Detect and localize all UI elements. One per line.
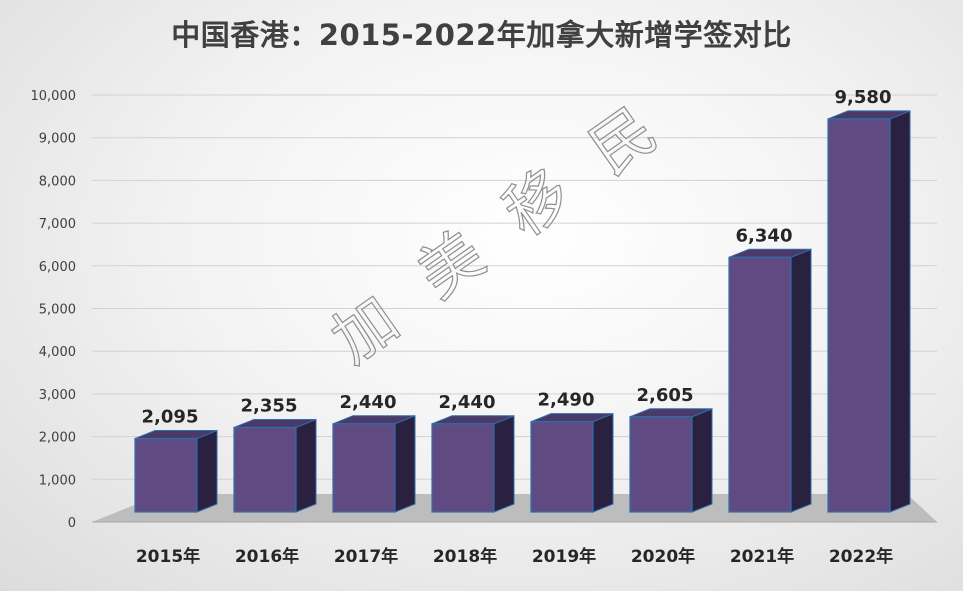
bar <box>332 423 396 513</box>
y-tick-label: 4,000 <box>39 345 76 360</box>
data-label: 2,490 <box>538 390 595 411</box>
y-tick-label: 9,000 <box>39 132 76 147</box>
bar <box>233 426 297 513</box>
bar-side <box>196 429 218 513</box>
y-tick-label: 10,000 <box>31 89 77 104</box>
y-tick-label: 5,000 <box>39 303 76 318</box>
watermark-char: 加 <box>319 282 412 377</box>
watermark-char: 移 <box>491 155 584 250</box>
data-label: 2,095 <box>142 407 199 428</box>
bar <box>827 118 891 513</box>
y-tick-label: 0 <box>68 516 76 531</box>
x-tick-label: 2017年 <box>334 546 398 567</box>
bar-side <box>889 110 911 513</box>
y-tick-label: 3,000 <box>39 388 76 403</box>
chart-title: 中国香港：2015-2022年加拿大新增学签对比 <box>171 18 792 52</box>
bar-side <box>295 418 317 513</box>
data-label: 9,580 <box>835 87 892 108</box>
bar <box>134 437 198 513</box>
data-label: 2,605 <box>637 385 694 406</box>
y-tick-label: 7,000 <box>39 217 76 232</box>
y-tick-label: 8,000 <box>39 174 76 189</box>
bar-side <box>592 412 614 513</box>
x-tick-label: 2015年 <box>136 546 200 567</box>
watermark-char: 美 <box>405 217 498 312</box>
bar-side <box>394 415 416 513</box>
x-tick-label: 2022年 <box>829 546 893 567</box>
x-tick-label: 2016年 <box>235 546 299 567</box>
y-tick-label: 2,000 <box>39 431 76 446</box>
y-tick-label: 1,000 <box>39 473 76 488</box>
watermark-char: 民 <box>577 93 670 188</box>
x-tick-label: 2019年 <box>532 546 596 567</box>
bar <box>728 256 792 513</box>
data-label: 2,440 <box>340 392 397 413</box>
bar <box>530 421 594 513</box>
bar-side <box>691 408 713 513</box>
y-tick-label: 6,000 <box>39 260 76 275</box>
x-tick-label: 2018年 <box>433 546 497 567</box>
bar-side <box>493 415 515 513</box>
x-tick-label: 2021年 <box>730 546 794 567</box>
x-tick-label: 2020年 <box>631 546 695 567</box>
data-label: 2,355 <box>241 395 298 416</box>
bar <box>431 423 495 513</box>
data-label: 6,340 <box>736 225 793 246</box>
bar <box>629 416 693 513</box>
bar-side <box>790 248 812 513</box>
data-label: 2,440 <box>439 392 496 413</box>
